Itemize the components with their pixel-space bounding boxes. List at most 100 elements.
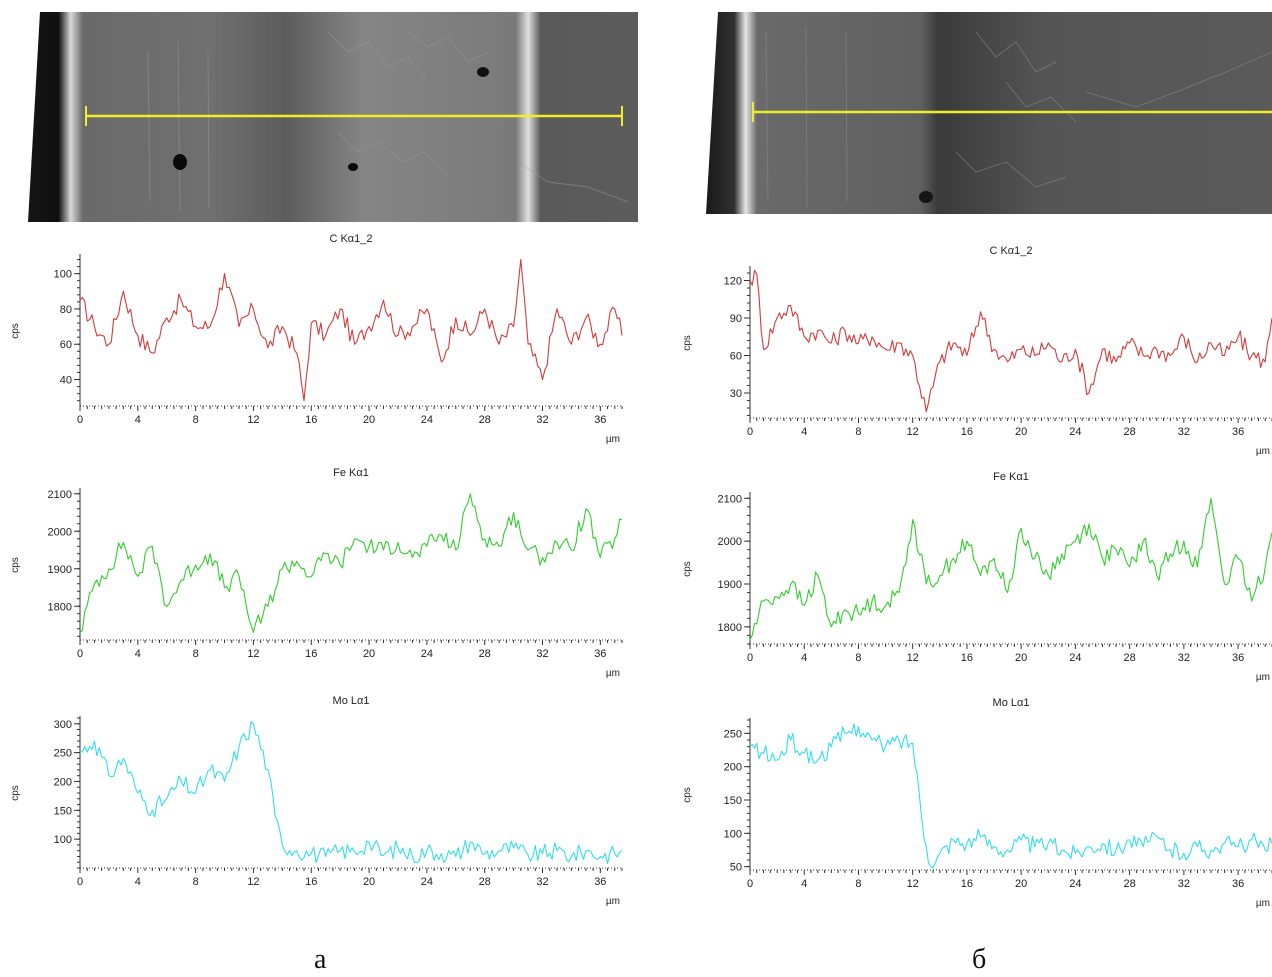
y-tick-label: 1900: [48, 564, 72, 576]
x-tick-label: 8: [193, 648, 199, 660]
y-tick-label: 120: [724, 276, 742, 288]
x-tick-label: 12: [247, 648, 259, 660]
chart-title: Mo Lα1: [993, 697, 1030, 709]
x-tick-label: 28: [1124, 652, 1136, 664]
x-axis-label: µm: [606, 896, 620, 907]
x-tick-label: 0: [747, 652, 753, 664]
x-tick-label: 28: [1124, 426, 1136, 438]
y-tick-label: 50: [730, 862, 742, 874]
x-tick-label: 20: [363, 648, 375, 660]
x-tick-label: 32: [1178, 878, 1190, 890]
series-line: [79, 721, 623, 865]
x-tick-label: 4: [135, 648, 141, 660]
chart-title: Mo Lα1: [333, 695, 370, 707]
chart-title: Fe Kα1: [333, 467, 369, 479]
x-tick-label: 16: [961, 878, 973, 890]
x-tick-label: 4: [135, 414, 141, 426]
x-tick-label: 16: [305, 648, 317, 660]
x-tick-label: 8: [193, 414, 199, 426]
y-tick-label: 300: [54, 719, 72, 731]
x-tick-label: 32: [536, 414, 548, 426]
x-tick-label: 36: [1232, 426, 1244, 438]
x-tick-label: 24: [1069, 878, 1081, 890]
x-tick-label: 24: [421, 876, 433, 888]
y-tick-label: 2000: [48, 526, 72, 538]
x-tick-label: 24: [1069, 426, 1081, 438]
x-tick-label: 32: [1178, 426, 1190, 438]
x-tick-label: 16: [305, 414, 317, 426]
sem-image-a: [28, 12, 638, 222]
x-tick-label: 16: [961, 426, 973, 438]
x-axis-label: µm: [606, 668, 620, 679]
y-axis-label: cps: [10, 557, 21, 573]
y-tick-label: 90: [730, 313, 742, 325]
y-tick-label: 30: [730, 388, 742, 400]
x-tick-label: 8: [855, 878, 861, 890]
y-tick-label: 100: [54, 269, 72, 281]
y-axis-label: cps: [10, 785, 21, 801]
x-axis-label: µm: [1256, 672, 1270, 683]
x-tick-label: 8: [855, 652, 861, 664]
chart-a-carbon: C Kα1_2 cps µm 0 4 8 12 16 20 24 28 32 36 40 60 80 100: [0, 228, 640, 450]
x-tick-label: 16: [961, 652, 973, 664]
y-tick-label: 150: [54, 805, 72, 817]
chart-a-iron: Fe Kα1 cps µm 0 4 8 12 16 20 24 28 32 36 1800 1900 2000…: [0, 462, 640, 684]
x-tick-label: 36: [594, 876, 606, 888]
x-tick-label: 24: [1069, 652, 1081, 664]
x-tick-label: 4: [135, 876, 141, 888]
y-axis-label: cps: [682, 787, 693, 803]
chart-a-molybdenum: Mo Lα1 cps µm 0 4 8 12 16 20 24 28 32 36 100 150 200 250…: [0, 690, 640, 912]
x-tick-label: 12: [907, 652, 919, 664]
x-tick-label: 36: [1232, 878, 1244, 890]
x-axis-label: µm: [1256, 898, 1270, 909]
x-tick-label: 24: [421, 414, 433, 426]
y-tick-label: 1800: [718, 622, 742, 634]
y-tick-label: 60: [60, 339, 72, 351]
x-tick-label: 28: [479, 876, 491, 888]
x-tick-label: 12: [247, 414, 259, 426]
panel-caption-b: б: [972, 944, 987, 975]
chart-title: C Kα1_2: [989, 245, 1032, 257]
x-tick-label: 20: [363, 414, 375, 426]
x-tick-label: 32: [1178, 652, 1190, 664]
y-tick-label: 2100: [48, 489, 72, 501]
y-tick-label: 100: [724, 828, 742, 840]
chart-b-iron: Fe Kα1 cps µm 0 4 8 12 16 20 24 28 32 36 1800 1900 2000…: [672, 466, 1272, 688]
x-tick-label: 0: [747, 878, 753, 890]
y-tick-label: 2000: [718, 536, 742, 548]
series-line: [749, 497, 1272, 640]
x-tick-label: 8: [193, 876, 199, 888]
x-tick-label: 4: [801, 426, 807, 438]
x-tick-label: 28: [1124, 878, 1136, 890]
x-tick-label: 36: [594, 414, 606, 426]
y-tick-label: 100: [54, 834, 72, 846]
y-tick-label: 2100: [718, 493, 742, 505]
y-tick-label: 150: [724, 795, 742, 807]
panel-caption-a: а: [314, 944, 327, 975]
y-tick-label: 1900: [718, 579, 742, 591]
x-tick-label: 36: [594, 648, 606, 660]
x-tick-label: 32: [536, 876, 548, 888]
y-axis-label: cps: [10, 323, 21, 339]
y-axis-label: cps: [682, 335, 693, 351]
chart-title: Fe Kα1: [993, 471, 1029, 483]
y-tick-label: 40: [60, 375, 72, 387]
x-tick-label: 12: [247, 876, 259, 888]
y-tick-label: 1800: [48, 601, 72, 613]
x-tick-label: 20: [1015, 426, 1027, 438]
x-tick-label: 0: [747, 426, 753, 438]
x-tick-label: 8: [855, 426, 861, 438]
x-tick-label: 0: [77, 876, 83, 888]
y-axis-label: cps: [682, 561, 693, 577]
sem-image-b: [706, 12, 1272, 214]
x-tick-label: 20: [1015, 652, 1027, 664]
x-tick-label: 36: [1232, 652, 1244, 664]
x-tick-label: 4: [801, 652, 807, 664]
series-line: [749, 723, 1272, 869]
x-tick-label: 12: [907, 878, 919, 890]
x-tick-label: 32: [536, 648, 548, 660]
x-axis-label: µm: [1256, 446, 1270, 457]
x-tick-label: 16: [305, 876, 317, 888]
x-tick-label: 0: [77, 414, 83, 426]
y-tick-label: 60: [730, 351, 742, 363]
